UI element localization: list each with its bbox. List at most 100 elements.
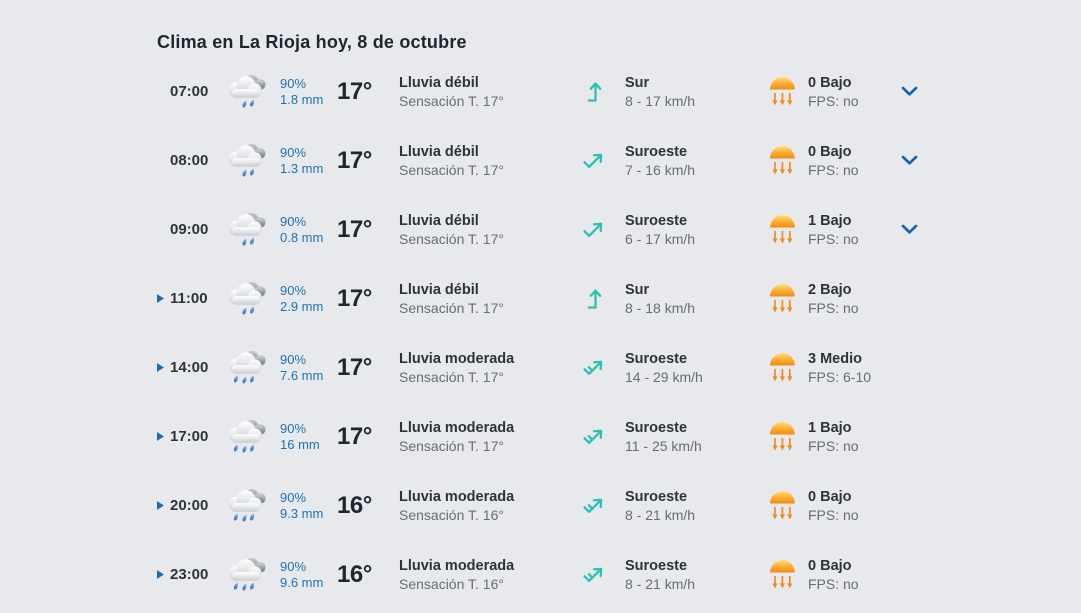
uv-fps-label: FPS: no	[808, 299, 859, 316]
wind-cell: Suroeste 8 - 21 km/h	[579, 557, 764, 593]
temperature-value: 17°	[337, 284, 372, 312]
wind-direction-arrow-icon	[582, 78, 609, 105]
chevron-down-icon[interactable]	[897, 82, 922, 101]
hour-cell: 09:00	[157, 221, 222, 238]
precipitation-cell: 90% 2.9 mm	[280, 283, 337, 315]
rain-cloud-icon	[222, 72, 280, 112]
uv-index-label: 0 Bajo	[808, 488, 852, 505]
uv-cell: 0 Bajo FPS: no	[764, 74, 894, 110]
uv-fps-label: FPS: 6-10	[808, 368, 872, 385]
rain-cloud-icon	[222, 417, 280, 457]
wind-direction-arrow-icon	[582, 285, 609, 312]
wind-direction-arrow-icon	[582, 561, 609, 588]
uv-index-label: 1 Bajo	[808, 419, 852, 436]
condition-label: Lluvia moderada	[399, 350, 515, 367]
wind-speed-label: 8 - 17 km/h	[625, 92, 696, 109]
condition-cell: Lluvia débil Sensación T. 17°	[399, 74, 579, 110]
precipitation-cell: 90% 9.6 mm	[280, 559, 337, 591]
hour-cell: 20:00	[157, 497, 222, 514]
wind-direction-arrow-icon	[582, 423, 609, 450]
condition-label: Lluvia débil	[399, 143, 479, 160]
condition-label: Lluvia débil	[399, 74, 479, 91]
uv-index-label: 1 Bajo	[808, 212, 852, 229]
precipitation-cell: 90% 1.3 mm	[280, 145, 337, 177]
precipitation-cell: 90% 0.8 mm	[280, 214, 337, 246]
condition-label: Lluvia moderada	[399, 557, 515, 574]
uv-index-icon	[767, 145, 798, 177]
wind-cell: Sur 8 - 17 km/h	[579, 74, 764, 110]
uv-index-icon	[767, 352, 798, 384]
precipitation-probability: 90%	[280, 144, 307, 160]
wind-speed-label: 14 - 29 km/h	[625, 368, 703, 385]
precipitation-probability: 90%	[280, 75, 307, 91]
hour-label: 20:00	[170, 497, 209, 514]
chevron-down-icon[interactable]	[897, 151, 922, 170]
uv-cell: 3 Medio FPS: 6-10	[764, 350, 894, 386]
wind-direction-label: Suroeste	[625, 419, 688, 436]
feels-like-label: Sensación T. 17°	[399, 92, 504, 109]
wind-direction-label: Suroeste	[625, 557, 688, 574]
feels-like-label: Sensación T. 17°	[399, 161, 504, 178]
uv-cell: 1 Bajo FPS: no	[764, 212, 894, 248]
uv-index-icon	[767, 76, 798, 108]
forecast-row: 20:00	[157, 471, 1081, 540]
feels-like-label: Sensación T. 17°	[399, 437, 504, 454]
condition-label: Lluvia débil	[399, 212, 479, 229]
uv-fps-label: FPS: no	[808, 92, 859, 109]
precipitation-cell: 90% 9.3 mm	[280, 490, 337, 522]
hour-label: 07:00	[170, 83, 209, 100]
wind-speed-label: 11 - 25 km/h	[625, 437, 702, 454]
condition-label: Lluvia moderada	[399, 488, 515, 505]
hour-label: 11:00	[170, 290, 208, 307]
hour-label: 23:00	[170, 566, 209, 583]
precipitation-cell: 90% 7.6 mm	[280, 352, 337, 384]
temperature-value: 17°	[337, 422, 372, 450]
hour-label: 08:00	[170, 152, 209, 169]
feels-like-label: Sensación T. 17°	[399, 299, 504, 316]
hour-cell: 14:00	[157, 359, 222, 376]
precipitation-amount: 7.6 mm	[280, 367, 324, 383]
precipitation-amount: 0.8 mm	[280, 229, 324, 245]
feels-like-label: Sensación T. 16°	[399, 575, 504, 592]
forecast-row: 07:00	[157, 57, 1081, 126]
wind-direction-arrow-icon	[582, 216, 609, 243]
uv-cell: 2 Bajo FPS: no	[764, 281, 894, 317]
temperature-value: 17°	[337, 146, 372, 174]
precipitation-amount: 16 mm	[280, 436, 320, 452]
page-title: Clima en La Rioja hoy, 8 de octubre	[157, 32, 467, 52]
forecast-row: 08:00	[157, 126, 1081, 195]
uv-index-icon	[767, 283, 798, 315]
condition-cell: Lluvia débil Sensación T. 17°	[399, 143, 579, 179]
wind-direction-arrow-icon	[582, 147, 609, 174]
precipitation-probability: 90%	[280, 282, 307, 298]
precipitation-probability: 90%	[280, 489, 307, 505]
play-triangle-icon	[157, 363, 170, 372]
hour-label: 17:00	[170, 428, 209, 445]
hour-cell: 11:00	[157, 290, 222, 307]
wind-cell: Suroeste 14 - 29 km/h	[579, 350, 764, 386]
wind-speed-label: 6 - 17 km/h	[625, 230, 696, 247]
uv-cell: 1 Bajo FPS: no	[764, 419, 894, 455]
wind-cell: Suroeste 8 - 21 km/h	[579, 488, 764, 524]
hour-label: 14:00	[170, 359, 209, 376]
hour-label: 09:00	[170, 221, 209, 238]
rain-cloud-icon	[222, 141, 280, 181]
uv-fps-label: FPS: no	[808, 506, 859, 523]
uv-index-icon	[767, 214, 798, 246]
forecast-row: 17:00	[157, 402, 1081, 471]
condition-label: Lluvia débil	[399, 281, 479, 298]
precipitation-amount: 9.3 mm	[280, 505, 324, 521]
forecast-row: 11:00	[157, 264, 1081, 333]
precipitation-amount: 9.6 mm	[280, 574, 324, 590]
wind-direction-label: Suroeste	[625, 488, 688, 505]
precipitation-cell: 90% 16 mm	[280, 421, 337, 453]
temperature-value: 16°	[337, 560, 372, 588]
chevron-down-icon[interactable]	[897, 220, 922, 239]
hour-cell: 23:00	[157, 566, 222, 583]
temperature-value: 17°	[337, 215, 372, 243]
feels-like-label: Sensación T. 16°	[399, 506, 504, 523]
temperature-value: 17°	[337, 353, 372, 381]
hour-cell: 17:00	[157, 428, 222, 445]
uv-index-label: 0 Bajo	[808, 557, 852, 574]
